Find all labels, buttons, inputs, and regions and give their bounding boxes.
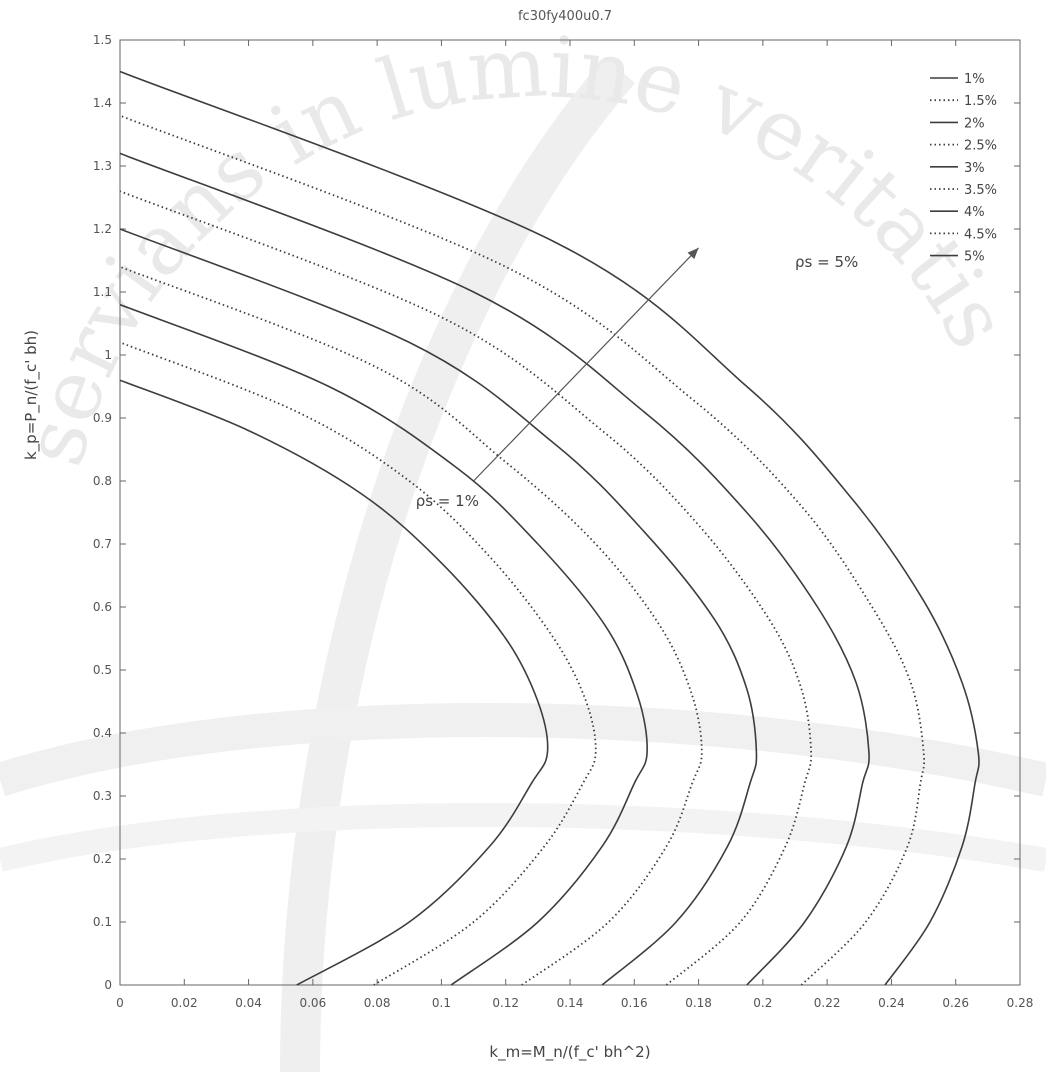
x-tick-label: 0.06 bbox=[299, 996, 326, 1010]
y-tick-label: 0.4 bbox=[93, 726, 112, 740]
x-tick-label: 0.16 bbox=[621, 996, 648, 1010]
watermark-layer: servians in lumine veritatis bbox=[0, 17, 1046, 1072]
watermark-wave-2 bbox=[0, 803, 1046, 872]
y-tick-label: 0.2 bbox=[93, 852, 112, 866]
x-tick-label: 0.28 bbox=[1007, 996, 1034, 1010]
legend-label: 2% bbox=[964, 116, 985, 131]
x-tick-label: 0.22 bbox=[814, 996, 841, 1010]
annotation-label: ρs = 1% bbox=[416, 492, 479, 510]
series-line-2-5pct bbox=[119, 265, 703, 986]
y-tick-label: 0.3 bbox=[93, 789, 112, 803]
x-axis-title: k_m=M_n/(f_c' bh^2) bbox=[489, 1043, 650, 1062]
legend: 1% 1.5% 2% 2.5% 3% 3.5% 4% 4.5% 5% bbox=[930, 72, 997, 265]
series-line-3pct bbox=[119, 228, 758, 986]
x-tick-label: 0.02 bbox=[171, 996, 198, 1010]
series-line-4pct bbox=[119, 152, 870, 986]
x-tick-label: 0.18 bbox=[685, 996, 712, 1010]
legend-label: 1.5% bbox=[964, 94, 997, 109]
x-tick-label: 0.2 bbox=[753, 996, 772, 1010]
y-tick-label: 1.1 bbox=[93, 285, 112, 299]
y-tick-label: 0.8 bbox=[93, 474, 112, 488]
y-tick-label: 1.2 bbox=[93, 222, 112, 236]
series-line-1-5pct bbox=[119, 341, 597, 986]
x-tick-label: 0.12 bbox=[492, 996, 519, 1010]
x-tick-label: 0 bbox=[116, 996, 124, 1010]
legend-label: 3% bbox=[964, 161, 985, 176]
watermark-wave-1 bbox=[0, 703, 1046, 797]
series-line-5pct bbox=[119, 70, 980, 986]
y-tick-label: 0 bbox=[104, 978, 112, 992]
series-line-3-5pct bbox=[119, 190, 813, 986]
x-tick-label: 0.08 bbox=[364, 996, 391, 1010]
arrow-head bbox=[687, 247, 699, 260]
chart-title: fc30fy400u0.7 bbox=[518, 9, 612, 24]
annotations: ρs = 5% ρs = 1% bbox=[416, 247, 858, 510]
x-tick-label: 0.26 bbox=[942, 996, 969, 1010]
legend-label: 4% bbox=[964, 205, 985, 220]
x-tick-label: 0.24 bbox=[878, 996, 905, 1010]
legend-label: 3.5% bbox=[964, 183, 997, 198]
series-lines bbox=[119, 70, 980, 986]
series-line-4-5pct bbox=[119, 114, 926, 986]
annotation-label: ρs = 5% bbox=[795, 253, 858, 271]
y-tick-label: 1 bbox=[104, 348, 112, 362]
legend-label: 4.5% bbox=[964, 227, 997, 242]
y-tick-label: 0.5 bbox=[93, 663, 112, 677]
y-tick-label: 1.4 bbox=[93, 96, 112, 110]
x-tick-label: 0.14 bbox=[557, 996, 584, 1010]
y-tick-label: 1.3 bbox=[93, 159, 112, 173]
y-tick-label: 1.5 bbox=[93, 33, 112, 47]
x-axis-ticks: 0 0.02 0.04 0.06 0.08 0.1 0.12 0.14 0.16 0.18 0.2 0… bbox=[116, 40, 1033, 1010]
watermark-swoosh bbox=[280, 56, 636, 1072]
legend-label: 5% bbox=[964, 250, 985, 265]
x-tick-label: 0.04 bbox=[235, 996, 262, 1010]
arrow-shaft bbox=[473, 247, 700, 482]
y-tick-label: 0.1 bbox=[93, 915, 112, 929]
y-tick-label: 0.6 bbox=[93, 600, 112, 614]
y-tick-label: 0.7 bbox=[93, 537, 112, 551]
y-tick-label: 0.9 bbox=[93, 411, 112, 425]
series-line-2pct bbox=[119, 303, 648, 986]
x-tick-label: 0.1 bbox=[432, 996, 451, 1010]
y-axis-ticks: 0 0.1 0.2 0.3 0.4 0.5 0.6 0.7 0.8 0.9 1 1.1 1.2 1.3 1.… bbox=[93, 33, 1020, 992]
series-line-1pct bbox=[119, 379, 549, 986]
y-axis-title: k_p=P_n/(f_c' bh) bbox=[22, 330, 41, 460]
legend-label: 1% bbox=[964, 72, 985, 87]
legend-label: 2.5% bbox=[964, 139, 997, 154]
